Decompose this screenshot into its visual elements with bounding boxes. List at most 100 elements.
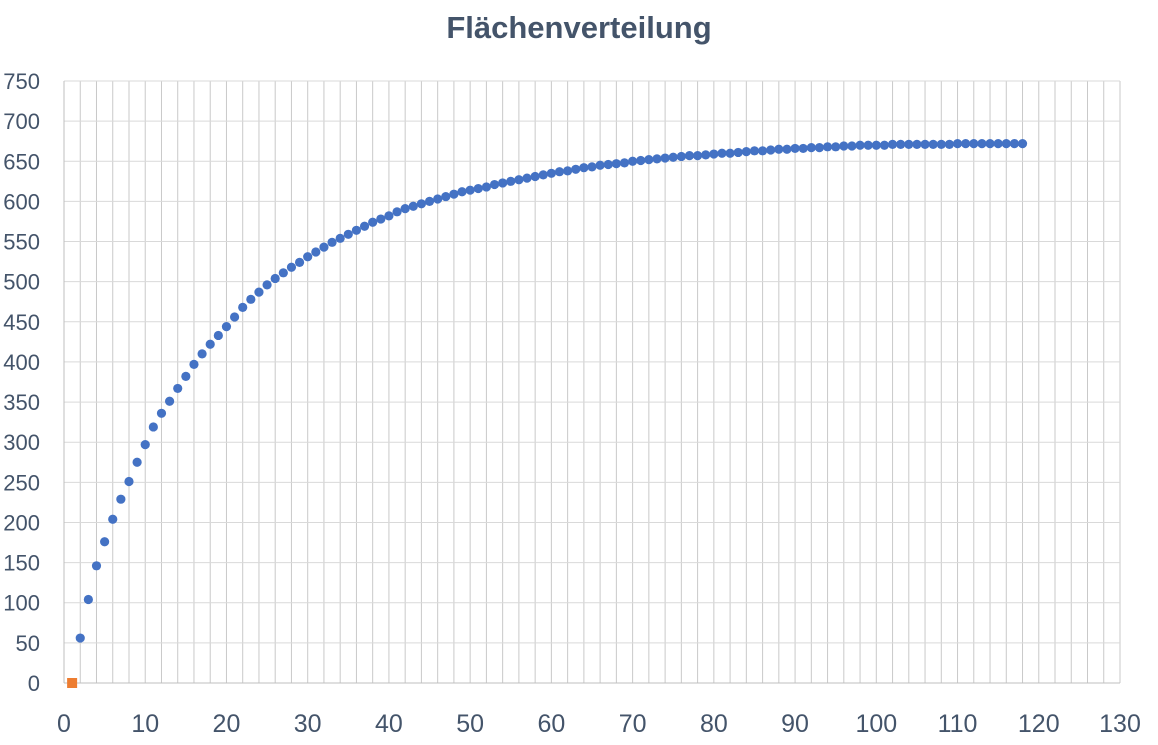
data-point bbox=[701, 150, 711, 160]
data-point bbox=[132, 457, 142, 467]
data-point bbox=[441, 191, 451, 202]
y-tick-label: 700 bbox=[3, 109, 40, 134]
data-point bbox=[831, 142, 841, 152]
data-point bbox=[156, 408, 167, 418]
data-point bbox=[619, 158, 630, 168]
data-point bbox=[124, 476, 134, 487]
data-point bbox=[611, 159, 621, 169]
data-point bbox=[944, 139, 955, 150]
data-point bbox=[969, 139, 979, 149]
data-point bbox=[839, 141, 849, 151]
data-point bbox=[814, 143, 825, 153]
data-point bbox=[603, 159, 613, 170]
data-point bbox=[652, 154, 662, 164]
data-point bbox=[286, 262, 297, 272]
data-point bbox=[522, 173, 532, 183]
gridlines bbox=[64, 80, 1121, 683]
x-tick-label: 130 bbox=[1099, 710, 1141, 738]
data-point bbox=[887, 139, 898, 150]
data-point bbox=[303, 252, 313, 262]
data-point bbox=[368, 217, 378, 227]
axes bbox=[63, 81, 1120, 684]
x-tick-label: 80 bbox=[700, 710, 728, 738]
data-point bbox=[636, 155, 646, 166]
data-point bbox=[928, 139, 938, 150]
data-point bbox=[871, 140, 881, 150]
data-point bbox=[376, 214, 386, 224]
data-point bbox=[189, 359, 199, 369]
data-point bbox=[343, 229, 353, 239]
y-tick-label: 250 bbox=[3, 470, 40, 495]
data-point bbox=[855, 140, 865, 150]
data-point bbox=[798, 143, 808, 154]
data-point bbox=[847, 141, 857, 151]
data-point bbox=[668, 152, 678, 162]
y-tick-label: 650 bbox=[3, 149, 40, 174]
data-point bbox=[530, 171, 540, 182]
x-tick-label: 60 bbox=[537, 710, 565, 738]
data-point bbox=[91, 561, 102, 571]
data-point bbox=[165, 396, 175, 406]
data-point bbox=[587, 162, 597, 172]
data-point bbox=[221, 322, 232, 332]
data-point bbox=[579, 163, 589, 173]
data-point bbox=[205, 339, 215, 349]
x-tick-label: 40 bbox=[375, 710, 403, 738]
data-point bbox=[717, 148, 727, 158]
data-point bbox=[595, 160, 605, 170]
data-point bbox=[904, 139, 914, 150]
data-point bbox=[100, 537, 110, 547]
data-point bbox=[749, 146, 760, 156]
data-point bbox=[416, 199, 427, 209]
data-point bbox=[270, 273, 280, 284]
data-point bbox=[782, 144, 792, 154]
data-point bbox=[83, 594, 93, 605]
y-tick-label: 400 bbox=[3, 350, 40, 375]
data-point bbox=[173, 383, 183, 394]
data-point bbox=[140, 440, 150, 450]
x-tick-label: 90 bbox=[781, 710, 809, 738]
x-tick-label: 100 bbox=[855, 710, 897, 738]
data-point bbox=[644, 155, 654, 165]
y-tick-labels: 0 50 100 150 200 250 300 350 400 450 500 550 600 650 7… bbox=[3, 69, 40, 696]
data-point bbox=[546, 168, 556, 178]
data-point bbox=[489, 179, 500, 190]
data-point bbox=[229, 312, 240, 322]
data-point bbox=[985, 139, 995, 149]
y-tick-label: 500 bbox=[3, 270, 40, 295]
data-point bbox=[506, 176, 516, 186]
data-point bbox=[693, 151, 703, 161]
data-point bbox=[400, 204, 410, 214]
data-point bbox=[246, 294, 256, 304]
data-point bbox=[311, 247, 321, 257]
x-tick-labels: 0 10 20 30 40 50 60 70 80 90 100 110 120 130 bbox=[57, 710, 1141, 738]
data-point bbox=[757, 146, 768, 156]
y-tick-label: 750 bbox=[3, 69, 40, 94]
data-point bbox=[116, 494, 126, 504]
data-point bbox=[952, 139, 963, 149]
data-point bbox=[465, 185, 475, 195]
data-point bbox=[238, 302, 248, 312]
data-point bbox=[1017, 139, 1028, 149]
data-point bbox=[912, 139, 922, 150]
data-point bbox=[725, 148, 735, 158]
chart-title: Flächenverteilung bbox=[446, 10, 712, 45]
data-point bbox=[449, 189, 459, 199]
data-point bbox=[498, 178, 508, 188]
data-point bbox=[327, 237, 337, 247]
data-point bbox=[392, 207, 402, 217]
data-point bbox=[262, 280, 272, 290]
data-point bbox=[961, 139, 971, 149]
data-point bbox=[433, 194, 443, 204]
y-tick-label: 550 bbox=[3, 230, 40, 255]
x-tick-label: 120 bbox=[1018, 710, 1060, 738]
data-point bbox=[806, 143, 816, 153]
y-tick-label: 600 bbox=[3, 189, 40, 214]
data-point bbox=[741, 147, 751, 157]
data-point bbox=[359, 221, 370, 231]
data-point bbox=[424, 196, 435, 206]
data-point bbox=[684, 151, 695, 161]
y-tick-label: 150 bbox=[3, 551, 40, 576]
